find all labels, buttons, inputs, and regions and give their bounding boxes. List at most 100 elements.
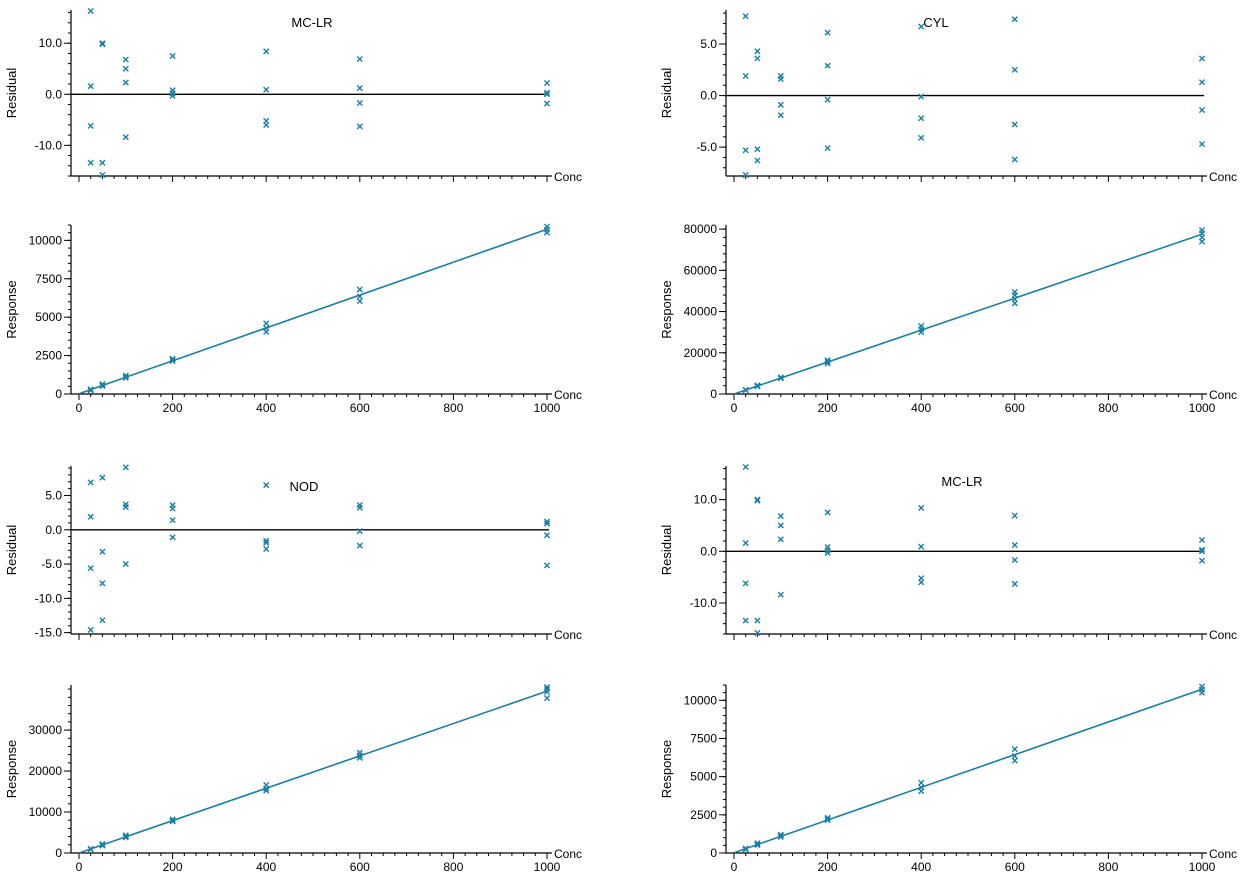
- data-point: [87, 845, 94, 852]
- data-point: [99, 548, 106, 555]
- data-point: [742, 463, 749, 471]
- data-point: [777, 112, 784, 119]
- data-point: [824, 29, 831, 36]
- data-point: [356, 504, 363, 511]
- data-point: [754, 48, 761, 55]
- panel-5: -15.0 -10.0 -5.0 0.0 5.0 Conc Residual NOD: [4, 464, 582, 642]
- data-point: [1011, 121, 1018, 128]
- data-point: [87, 83, 94, 90]
- data-point: [777, 75, 784, 83]
- fit-line: [733, 233, 1203, 395]
- x-tick-label: 400: [256, 860, 276, 874]
- data-point: [263, 787, 270, 794]
- data-point: [742, 617, 749, 624]
- data-point: [122, 560, 129, 568]
- data-point: [99, 617, 106, 624]
- y-tick-label: -5.0: [696, 140, 717, 154]
- data-point: [169, 505, 176, 512]
- y-tick-label: 10.0: [39, 36, 63, 50]
- panel-3: -5.0 0.0 5.0 Conc Residual CYL: [659, 10, 1237, 184]
- x-tick-label: 800: [443, 860, 463, 874]
- data-point: [87, 626, 94, 633]
- y-tick-label: 5000: [35, 310, 62, 324]
- data-point: [356, 542, 363, 549]
- data-point: [87, 565, 94, 572]
- data-point: [99, 580, 106, 587]
- data-point: [99, 41, 106, 48]
- data-point: [263, 320, 270, 327]
- data-point: [742, 846, 749, 853]
- y-tick-label: -10.0: [690, 596, 718, 610]
- data-point: [918, 115, 925, 122]
- x-tick-label: 600: [1005, 860, 1025, 874]
- data-point: [754, 146, 761, 153]
- x-axis-label: Conc: [1209, 847, 1237, 861]
- y-tick-label: 0.0: [45, 523, 62, 537]
- y-axis-label: Response: [4, 740, 19, 799]
- data-point: [777, 101, 784, 108]
- data-point: [1011, 757, 1018, 764]
- data-point: [754, 496, 761, 503]
- y-axis-label: Response: [659, 740, 674, 799]
- data-point: [1198, 536, 1206, 544]
- y-tick-label: 0.0: [700, 544, 717, 558]
- x-axis-label: Conc: [1209, 388, 1237, 402]
- data-point: [122, 134, 129, 141]
- chart-title: CYL: [923, 15, 948, 30]
- data-point: [356, 754, 363, 762]
- y-axis-label: Response: [659, 280, 674, 339]
- data-point: [122, 833, 129, 840]
- data-point: [1198, 106, 1206, 114]
- data-point: [356, 55, 363, 63]
- data-point: [87, 122, 94, 130]
- x-tick-label: 1000: [1189, 860, 1216, 874]
- data-point: [742, 580, 749, 587]
- data-point: [1198, 227, 1206, 234]
- data-point: [543, 91, 551, 98]
- x-tick-label: 0: [76, 860, 83, 874]
- data-point: [777, 833, 784, 841]
- data-point: [87, 479, 94, 486]
- y-tick-label: 2500: [690, 808, 717, 822]
- data-point: [99, 840, 106, 848]
- data-point: [99, 474, 106, 481]
- data-point: [356, 99, 363, 107]
- data-point: [356, 123, 363, 130]
- y-tick-label: 7500: [690, 731, 717, 745]
- data-point: [87, 387, 94, 394]
- data-point: [824, 358, 831, 365]
- data-point: [263, 48, 270, 55]
- y-axis-label: Residual: [659, 68, 674, 119]
- data-point: [1011, 66, 1018, 73]
- y-tick-label: 10000: [684, 693, 718, 707]
- data-point: [824, 814, 831, 821]
- y-tick-label: 20000: [29, 764, 63, 778]
- x-tick-label: 200: [818, 401, 838, 415]
- data-point: [824, 96, 831, 103]
- data-point: [87, 513, 94, 520]
- data-point: [777, 513, 784, 520]
- y-tick-label: 10000: [29, 233, 63, 247]
- data-point: [754, 617, 761, 624]
- x-tick-label: 400: [911, 860, 931, 874]
- data-point: [777, 536, 784, 543]
- data-point: [777, 591, 784, 598]
- data-point: [754, 840, 761, 847]
- data-point: [1011, 746, 1018, 753]
- data-point: [742, 171, 749, 179]
- x-tick-label: 0: [76, 401, 83, 415]
- data-point: [824, 145, 831, 152]
- y-tick-label: 0: [710, 846, 717, 860]
- x-axis-label: Conc: [554, 847, 582, 861]
- data-point: [356, 528, 363, 535]
- y-tick-label: 40000: [684, 305, 718, 319]
- data-point: [742, 539, 749, 547]
- data-point: [918, 543, 925, 550]
- data-point: [543, 79, 551, 87]
- data-point: [777, 374, 784, 381]
- fit-line: [78, 228, 548, 395]
- x-tick-label: 400: [256, 401, 276, 415]
- data-point: [543, 89, 551, 96]
- data-point: [169, 355, 176, 362]
- data-point: [918, 134, 925, 141]
